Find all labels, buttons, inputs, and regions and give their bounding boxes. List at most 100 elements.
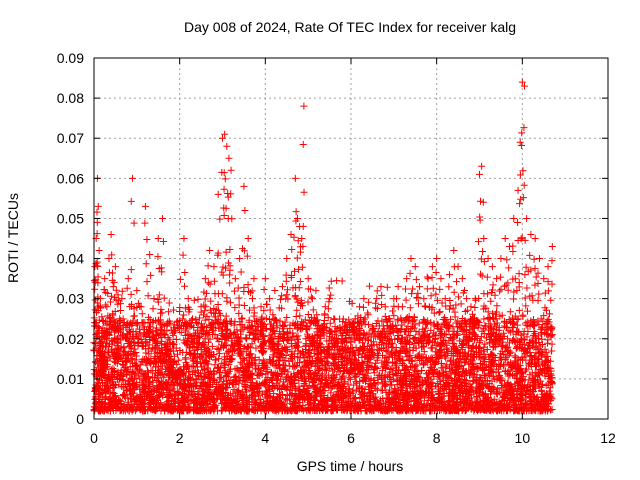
data-point: [469, 377, 477, 385]
data-point: [180, 311, 188, 319]
scatter-points: [90, 78, 556, 415]
data-point: [327, 291, 335, 299]
data-point: [114, 291, 122, 299]
data-point: [283, 313, 291, 321]
data-point: [451, 313, 459, 321]
data-point: [548, 347, 556, 355]
data-point: [248, 287, 256, 295]
data-point: [182, 340, 190, 348]
data-point: [383, 283, 391, 291]
data-point: [325, 298, 333, 306]
data-point: [312, 287, 320, 295]
data-point: [546, 310, 554, 318]
data-point: [352, 393, 360, 401]
data-point: [216, 320, 224, 328]
data-point: [226, 330, 234, 338]
data-point: [250, 275, 258, 283]
data-point: [506, 308, 514, 316]
data-point: [515, 306, 523, 314]
data-point: [127, 328, 135, 336]
data-point: [129, 375, 137, 383]
data-point: [333, 277, 341, 285]
data-point: [423, 273, 431, 281]
data-point: [166, 319, 174, 327]
data-point: [389, 307, 397, 315]
data-point: [190, 296, 198, 304]
data-point: [130, 312, 138, 320]
data-point: [538, 335, 546, 343]
data-point: [500, 329, 508, 337]
data-point: [449, 323, 457, 331]
data-point: [170, 306, 178, 314]
data-point: [271, 286, 279, 294]
data-point: [172, 344, 180, 352]
data-point: [275, 381, 283, 389]
data-point: [522, 302, 530, 310]
data-point: [118, 287, 126, 295]
data-point: [276, 365, 284, 373]
data-point: [392, 360, 400, 368]
data-point: [422, 370, 430, 378]
data-point: [410, 324, 418, 332]
data-point: [176, 275, 184, 283]
data-point: [325, 284, 333, 292]
data-point: [378, 345, 386, 353]
data-point: [417, 381, 425, 389]
data-point: [379, 386, 387, 394]
data-point: [501, 355, 509, 363]
data-point: [192, 316, 200, 324]
data-point: [215, 324, 223, 332]
data-point: [411, 366, 419, 374]
data-point: [194, 295, 202, 303]
data-point: [365, 298, 373, 306]
data-point: [165, 299, 173, 307]
data-point: [472, 296, 480, 304]
data-point: [364, 366, 372, 374]
data-point: [214, 335, 222, 343]
data-point: [179, 315, 187, 323]
data-point: [144, 345, 152, 353]
data-point: [235, 294, 243, 302]
data-point: [496, 287, 504, 295]
data-point: [259, 357, 267, 365]
data-point: [372, 304, 380, 312]
data-point: [544, 339, 552, 347]
data-point: [160, 294, 168, 302]
data-point: [282, 344, 290, 352]
chart-title: Day 008 of 2024, Rate Of TEC Index for r…: [184, 19, 516, 35]
data-point: [535, 321, 543, 329]
data-point: [548, 340, 556, 348]
data-point: [363, 365, 371, 373]
data-point: [175, 308, 183, 316]
data-point: [413, 361, 421, 369]
data-point: [373, 287, 381, 295]
data-point: [374, 379, 382, 387]
data-point: [452, 319, 460, 327]
data-point: [182, 354, 190, 362]
data-point: [301, 342, 309, 350]
data-point: [258, 347, 266, 355]
data-point: [388, 364, 396, 372]
data-point: [366, 282, 374, 290]
data-point: [330, 366, 338, 374]
data-point: [209, 350, 217, 358]
data-point: [282, 277, 290, 285]
data-point: [493, 302, 501, 310]
data-point: [253, 371, 261, 379]
data-point: [418, 367, 426, 375]
data-point: [266, 315, 274, 323]
data-point: [372, 384, 380, 392]
data-point: [519, 311, 527, 319]
data-point: [532, 273, 540, 281]
data-point: [364, 309, 372, 317]
data-point: [422, 320, 430, 328]
data-point: [108, 292, 116, 300]
data-point: [477, 359, 485, 367]
data-point: [538, 387, 546, 395]
data-point: [283, 286, 291, 294]
data-point: [476, 337, 484, 345]
data-point: [165, 336, 173, 344]
data-point: [255, 356, 263, 364]
data-point: [327, 277, 335, 285]
